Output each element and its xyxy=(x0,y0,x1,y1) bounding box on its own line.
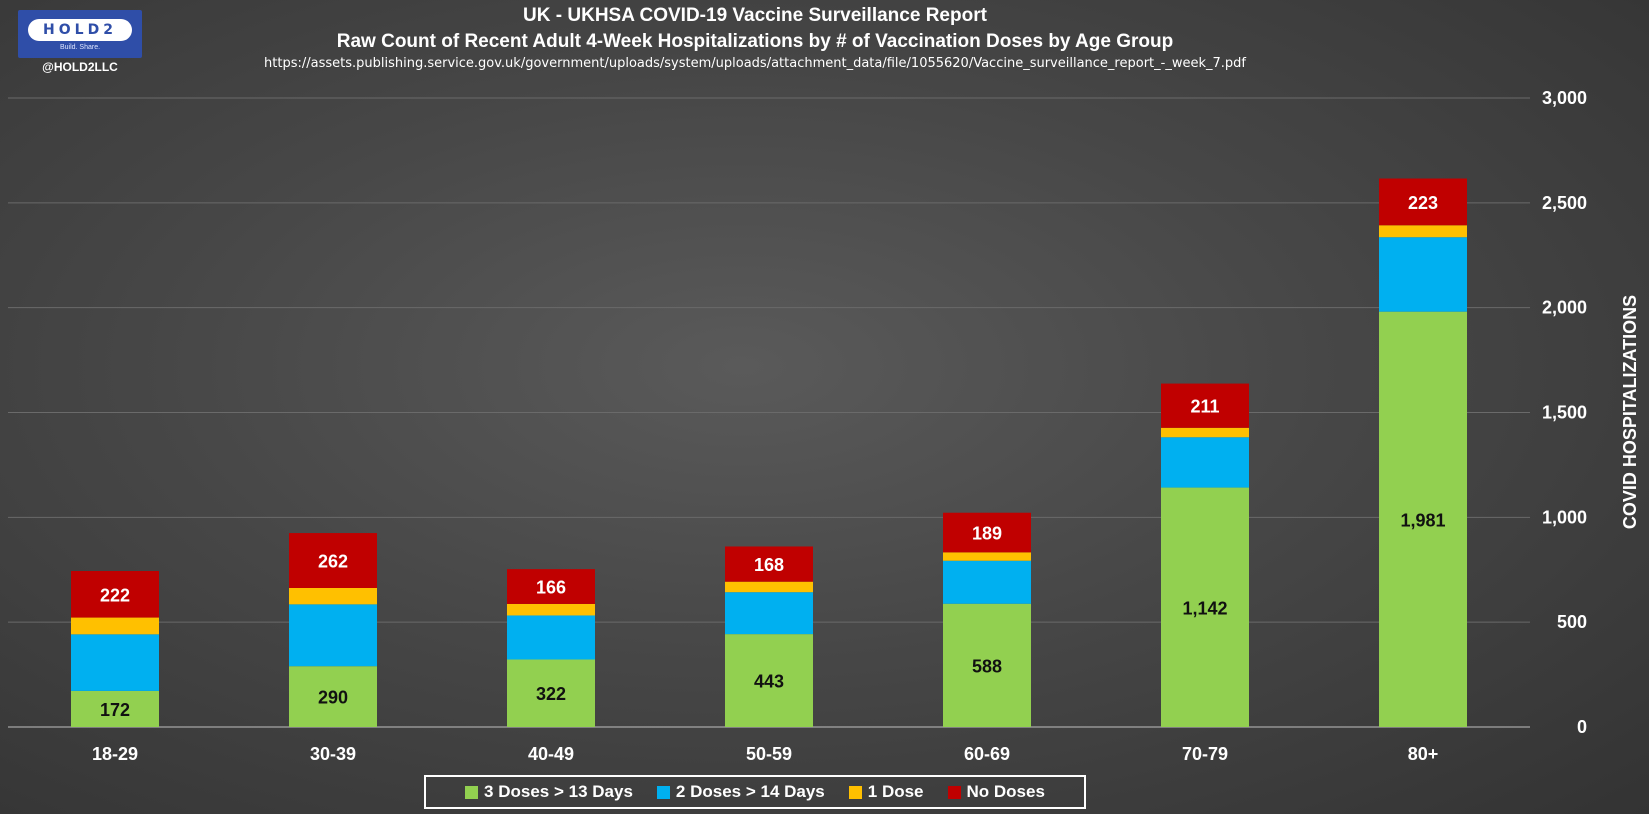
bar-segment xyxy=(289,604,377,667)
data-label: 1,142 xyxy=(1182,598,1227,618)
legend-label: No Doses xyxy=(966,782,1045,801)
data-label: 189 xyxy=(972,524,1002,544)
y-tick-label: 1,000 xyxy=(1542,507,1587,527)
logo-wordmark: HOLD2 xyxy=(28,19,132,41)
legend-item: 1 Dose xyxy=(848,782,924,802)
x-tick-label: 40-49 xyxy=(528,744,574,764)
data-label: 166 xyxy=(536,578,566,598)
data-label: 223 xyxy=(1408,193,1438,213)
bar-segment xyxy=(943,552,1031,561)
bar-segment xyxy=(943,560,1031,604)
legend-swatch xyxy=(947,785,961,799)
y-tick-label: 1,500 xyxy=(1542,403,1587,423)
data-label: 1,981 xyxy=(1400,510,1445,530)
bar-segment xyxy=(1379,311,1467,727)
bar-segment xyxy=(507,659,595,727)
x-tick-label: 30-39 xyxy=(310,744,356,764)
data-label: 211 xyxy=(1190,397,1219,417)
data-label: 222 xyxy=(100,585,130,605)
bar-segment xyxy=(71,634,159,691)
bar-segment xyxy=(1161,487,1249,727)
legend-swatch xyxy=(848,785,862,799)
legend-item: 2 Doses > 14 Days xyxy=(656,782,825,802)
bar-segment xyxy=(507,569,595,604)
legend-item: 3 Doses > 13 Days xyxy=(465,782,633,802)
bar-segment xyxy=(1379,237,1467,312)
data-label: 290 xyxy=(318,688,348,708)
data-label: 443 xyxy=(754,672,784,692)
legend-swatch xyxy=(656,785,670,799)
bar-segment xyxy=(1161,427,1249,438)
y-tick-label: 3,000 xyxy=(1542,88,1587,108)
bar-segment xyxy=(725,581,813,593)
bar-segment xyxy=(1379,178,1467,226)
hold2-logo: HOLD2 Build. Share. xyxy=(18,10,142,58)
bar-segment xyxy=(71,690,159,727)
y-axis-label: COVID HOSPITALIZATIONS xyxy=(1620,295,1640,529)
bar-segment xyxy=(71,617,159,635)
data-label: 322 xyxy=(536,684,566,704)
bar-segment xyxy=(71,571,159,618)
y-tick-label: 500 xyxy=(1557,612,1587,632)
legend-item: No Doses xyxy=(947,782,1045,802)
bar-segment xyxy=(725,592,813,635)
bar-segment xyxy=(507,603,595,616)
x-tick-label: 80+ xyxy=(1408,744,1439,764)
bar-segment xyxy=(1161,383,1249,428)
legend-label: 1 Dose xyxy=(867,782,924,801)
chart-subtitle: Raw Count of Recent Adult 4-Week Hospita… xyxy=(336,31,1174,52)
data-label: 262 xyxy=(318,552,348,572)
data-label: 168 xyxy=(754,555,784,575)
bar-segment xyxy=(725,546,813,582)
y-tick-label: 0 xyxy=(1577,717,1587,737)
bar-segment xyxy=(507,615,595,660)
legend-swatch xyxy=(465,785,479,799)
x-tick-label: 60-69 xyxy=(964,744,1010,764)
x-tick-label: 50-59 xyxy=(746,744,792,764)
logo-tagline: Build. Share. xyxy=(59,44,101,51)
legend-label: 3 Doses > 13 Days xyxy=(484,782,633,801)
y-tick-label: 2,000 xyxy=(1542,298,1587,318)
bar-segment xyxy=(289,587,377,605)
bar-segment xyxy=(725,634,813,727)
data-label: 172 xyxy=(100,700,130,720)
bar-segment xyxy=(943,603,1031,727)
bar-segment xyxy=(289,533,377,588)
chart-title: UK - UKHSA COVID-19 Vaccine Surveillance… xyxy=(523,5,987,26)
chart-legend: 3 Doses > 13 Days 2 Doses > 14 Days 1 Dose… xyxy=(424,775,1086,809)
source-url: https://assets.publishing.service.gov.uk… xyxy=(264,56,1246,71)
bar-segment xyxy=(1161,437,1249,488)
legend-label: 2 Doses > 14 Days xyxy=(675,782,825,801)
bar-segment xyxy=(289,666,377,727)
bar-segment xyxy=(1379,225,1467,238)
social-handle: @HOLD2LLC xyxy=(42,60,118,74)
bar-segment xyxy=(943,512,1031,553)
x-tick-label: 70-79 xyxy=(1182,744,1228,764)
data-label: 588 xyxy=(972,656,1002,676)
x-tick-label: 18-29 xyxy=(92,744,138,764)
y-tick-label: 2,500 xyxy=(1542,193,1587,213)
